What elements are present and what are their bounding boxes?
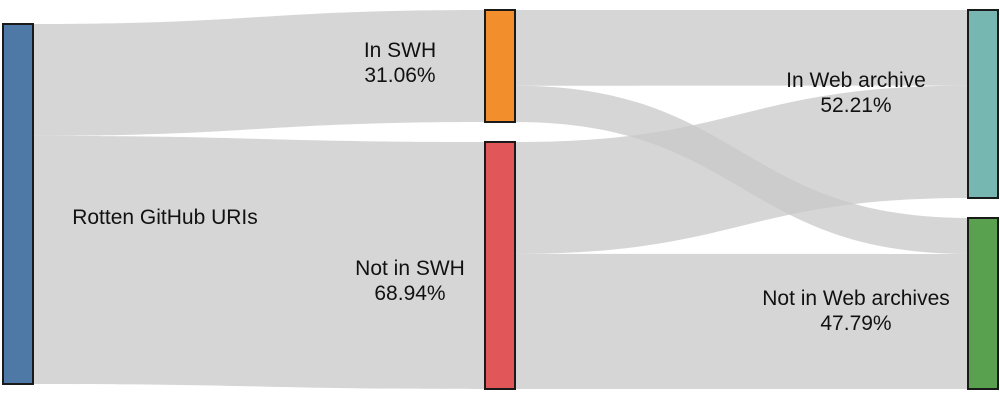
- label-name-not_web: Not in Web archives: [762, 287, 950, 310]
- label-name-rotten: Rotten GitHub URIs: [72, 206, 258, 229]
- label-in_swh: In SWH 31.06%: [364, 39, 436, 87]
- label-not_web: Not in Web archives 47.79%: [762, 287, 950, 335]
- node-not_web: [967, 217, 999, 390]
- sankey-nodes: [2, 9, 999, 390]
- label-pct-not_swh: 68.94%: [374, 282, 445, 305]
- label-name-not_swh: Not in SWH: [355, 257, 465, 280]
- label-name-in_swh: In SWH: [364, 39, 436, 62]
- link-not_swh-to-not_web: [515, 253, 968, 389]
- sankey-links: [33, 10, 968, 389]
- label-pct-not_web: 47.79%: [820, 312, 891, 335]
- label-pct-in_web: 52.21%: [820, 94, 891, 117]
- node-not_swh: [484, 141, 516, 390]
- node-rotten: [2, 23, 34, 385]
- label-pct-in_swh: 31.06%: [364, 64, 435, 87]
- label-not_swh: Not in SWH 68.94%: [355, 257, 465, 305]
- label-in_web: In Web archive 52.21%: [786, 69, 926, 117]
- link-rotten-to-in_swh: [33, 10, 485, 136]
- sankey-labels: Rotten GitHub URIs In SWH 31.06% Not in SWH…: [72, 39, 950, 335]
- node-in_swh: [484, 9, 516, 123]
- link-rotten-to-not_swh: [33, 135, 485, 389]
- link-not_swh-to-in_web: [515, 85, 968, 254]
- label-rotten: Rotten GitHub URIs: [72, 206, 258, 229]
- label-name-in_web: In Web archive: [786, 69, 926, 92]
- link-in_swh-to-in_web: [515, 10, 968, 86]
- node-in_web: [967, 9, 999, 199]
